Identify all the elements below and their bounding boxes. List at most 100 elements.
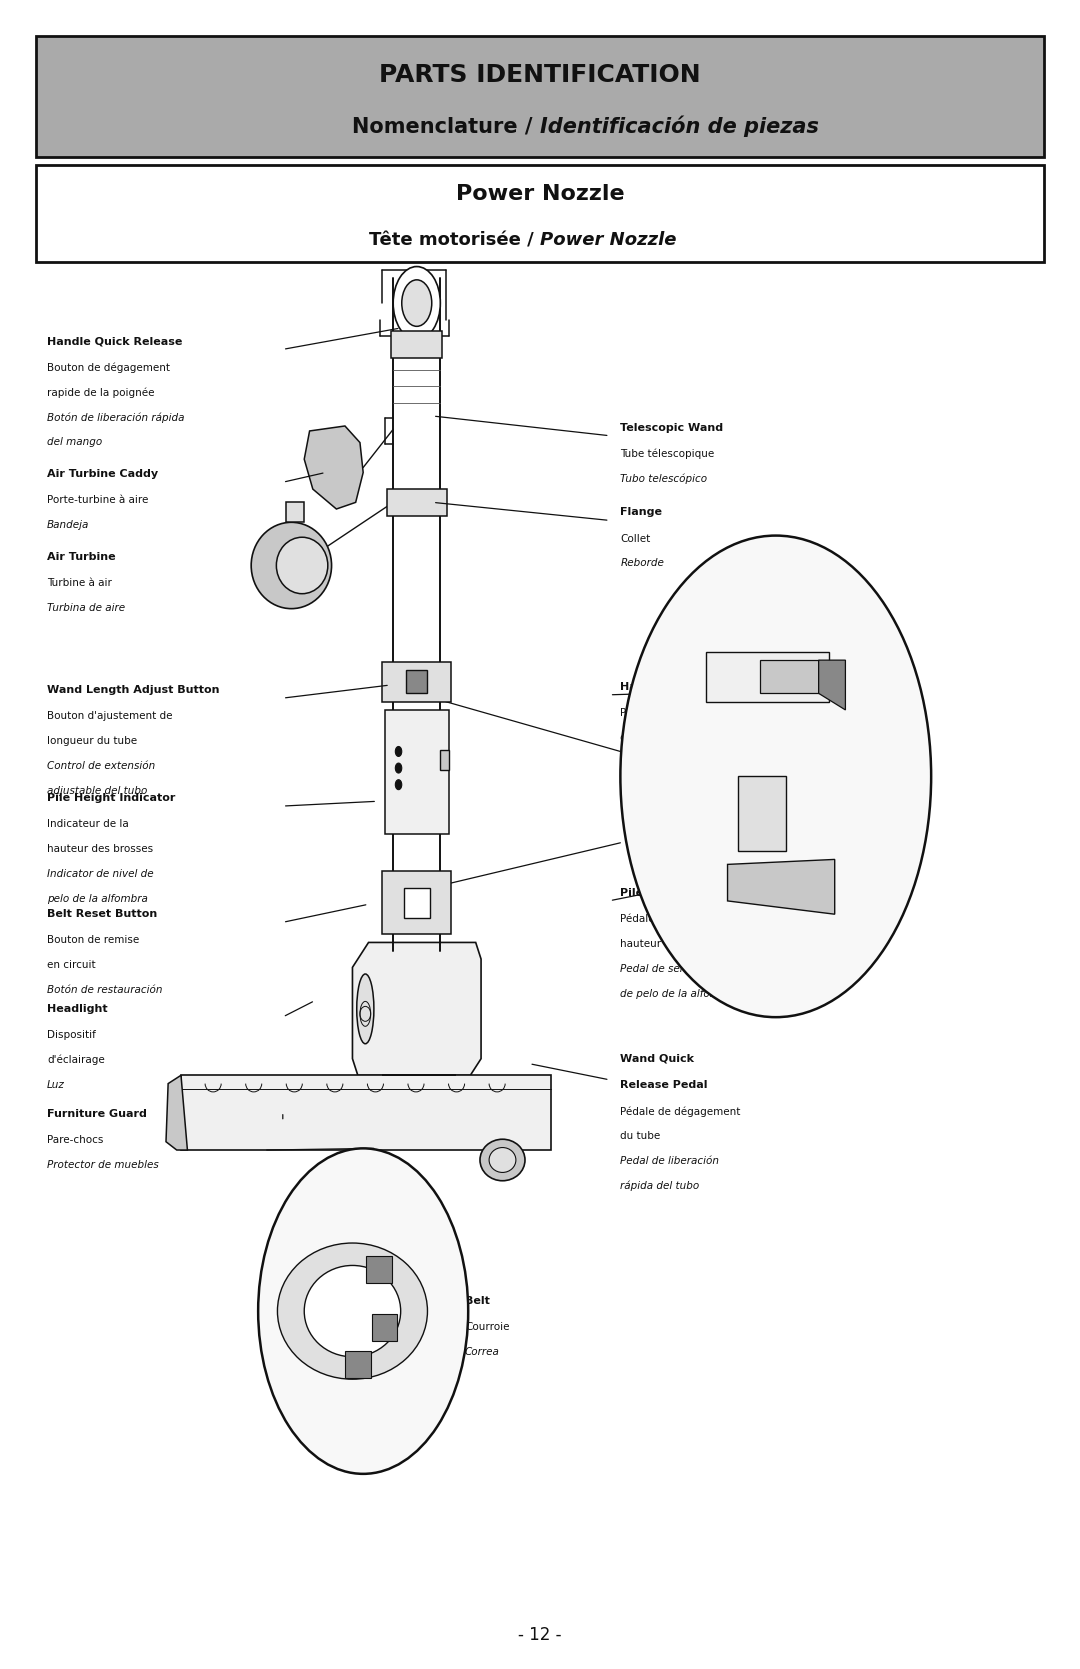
- Bar: [366, 1257, 392, 1283]
- Text: Dispositif: Dispositif: [48, 1030, 96, 1040]
- Text: rapide de la poignée: rapide de la poignée: [48, 387, 154, 397]
- Text: Indicator de nivel de: Indicator de nivel de: [48, 870, 153, 880]
- Polygon shape: [286, 502, 305, 522]
- Circle shape: [395, 746, 402, 756]
- Bar: [37, 165, 1043, 262]
- Text: Pedal de liberación del mango: Pedal de liberación del mango: [620, 758, 778, 768]
- Text: Bouton de remise: Bouton de remise: [48, 935, 139, 945]
- Text: Tube télescopique: Tube télescopique: [620, 449, 715, 459]
- Text: Botón de liberación rápida: Botón de liberación rápida: [48, 412, 185, 422]
- Ellipse shape: [276, 537, 328, 594]
- Text: Nomenclature /: Nomenclature /: [352, 117, 540, 137]
- Text: Luz: Luz: [48, 1080, 65, 1090]
- Text: Collet: Collet: [620, 534, 650, 544]
- Ellipse shape: [489, 1148, 516, 1172]
- Text: Turbina de aire: Turbina de aire: [48, 603, 125, 613]
- Text: Tubo telescópico: Tubo telescópico: [620, 474, 707, 484]
- Text: Identificación de piezas: Identificación de piezas: [540, 115, 819, 137]
- Circle shape: [620, 536, 931, 1016]
- Text: Belt Reset Button: Belt Reset Button: [48, 910, 158, 920]
- Text: pelo de la alfombra: pelo de la alfombra: [48, 895, 148, 905]
- Text: en circuit: en circuit: [48, 960, 96, 970]
- Circle shape: [402, 280, 432, 327]
- Bar: [739, 776, 786, 851]
- Bar: [345, 1350, 370, 1377]
- Text: del mango: del mango: [48, 437, 103, 447]
- Text: Pédale de dégagement: Pédale de dégagement: [620, 1107, 741, 1117]
- Text: Pédale de réglage de la: Pédale de réglage de la: [620, 915, 743, 925]
- Text: Telescopic Wand: Telescopic Wand: [620, 422, 724, 432]
- Text: hauteur des brosses: hauteur des brosses: [48, 845, 153, 855]
- Text: Release Pedal: Release Pedal: [620, 1080, 707, 1090]
- Bar: [181, 1075, 551, 1150]
- Text: Correa: Correa: [465, 1347, 500, 1357]
- Text: du tube: du tube: [620, 1132, 661, 1142]
- Text: Tête motorisée /: Tête motorisée /: [369, 232, 540, 249]
- Text: de pelo de la alfombra: de pelo de la alfombra: [620, 988, 738, 998]
- Text: adjustable del tubo: adjustable del tubo: [48, 786, 147, 796]
- Text: rápida del tubo: rápida del tubo: [620, 1180, 700, 1192]
- Ellipse shape: [252, 522, 332, 609]
- Text: Pile Height Indicator: Pile Height Indicator: [48, 793, 175, 803]
- Polygon shape: [166, 1075, 188, 1150]
- Text: Power Nozzle: Power Nozzle: [540, 232, 676, 249]
- Bar: [382, 663, 451, 701]
- Text: Wand Quick: Wand Quick: [620, 1053, 694, 1063]
- Ellipse shape: [480, 1140, 525, 1180]
- Text: Wand Length Adjust Button: Wand Length Adjust Button: [48, 684, 219, 694]
- Circle shape: [395, 763, 402, 773]
- Ellipse shape: [278, 1243, 428, 1379]
- Text: Pile Height Pedal: Pile Height Pedal: [620, 888, 728, 898]
- Bar: [759, 661, 819, 693]
- Bar: [404, 888, 430, 918]
- Bar: [706, 653, 829, 701]
- Text: PARTS IDENTIFICATION: PARTS IDENTIFICATION: [379, 62, 701, 87]
- Text: Pédale de dégagement: Pédale de dégagement: [620, 708, 741, 718]
- Text: Courroie: Courroie: [465, 1322, 510, 1332]
- Text: Bandeja: Bandeja: [48, 521, 90, 531]
- Text: Power Nozzle: Power Nozzle: [456, 184, 624, 204]
- Text: Handle Release Pedal: Handle Release Pedal: [620, 681, 756, 691]
- Ellipse shape: [356, 975, 374, 1043]
- Polygon shape: [728, 860, 835, 915]
- Polygon shape: [305, 426, 363, 509]
- Ellipse shape: [305, 1265, 401, 1357]
- Text: Indicateur de la: Indicateur de la: [48, 819, 129, 829]
- Bar: [384, 709, 449, 834]
- Text: de l'inclinaison du manche: de l'inclinaison du manche: [620, 733, 760, 743]
- Text: Protector de muebles: Protector de muebles: [48, 1160, 159, 1170]
- Bar: [406, 669, 428, 693]
- Text: hauteur des brosses: hauteur des brosses: [620, 938, 727, 948]
- Bar: [387, 489, 447, 516]
- Text: Furniture Guard: Furniture Guard: [48, 1108, 147, 1118]
- Text: Bouton d'ajustement de: Bouton d'ajustement de: [48, 711, 173, 721]
- Bar: [372, 1315, 397, 1340]
- Text: Pare-chocs: Pare-chocs: [48, 1135, 104, 1145]
- Text: Air Turbine Caddy: Air Turbine Caddy: [48, 469, 158, 479]
- Text: Reborde: Reborde: [620, 559, 664, 569]
- Bar: [391, 332, 443, 357]
- Circle shape: [393, 267, 441, 339]
- Text: Pedal de selección de nivel: Pedal de selección de nivel: [620, 963, 761, 973]
- Text: Botón de restauración: Botón de restauración: [48, 985, 162, 995]
- Text: Headlight: Headlight: [48, 1003, 108, 1013]
- Text: Bouton de dégagement: Bouton de dégagement: [48, 362, 170, 372]
- Text: - 12 -: - 12 -: [518, 1626, 562, 1644]
- Text: d'éclairage: d'éclairage: [48, 1055, 105, 1065]
- Bar: [441, 749, 449, 769]
- Text: Flange: Flange: [620, 507, 662, 517]
- Text: Control de extensión: Control de extensión: [48, 761, 156, 771]
- Circle shape: [258, 1148, 469, 1474]
- Text: Porte-turbine à aire: Porte-turbine à aire: [48, 496, 148, 506]
- Text: Handle Quick Release: Handle Quick Release: [48, 335, 183, 345]
- Polygon shape: [819, 661, 846, 709]
- Text: longueur du tube: longueur du tube: [48, 736, 137, 746]
- Text: Turbine à air: Turbine à air: [48, 579, 112, 589]
- Polygon shape: [352, 943, 481, 1075]
- Circle shape: [395, 779, 402, 789]
- Text: Pedal de liberación: Pedal de liberación: [620, 1157, 719, 1167]
- Bar: [382, 871, 451, 935]
- Text: Air Turbine: Air Turbine: [48, 552, 116, 562]
- Text: Belt: Belt: [465, 1297, 490, 1307]
- Bar: [37, 35, 1043, 157]
